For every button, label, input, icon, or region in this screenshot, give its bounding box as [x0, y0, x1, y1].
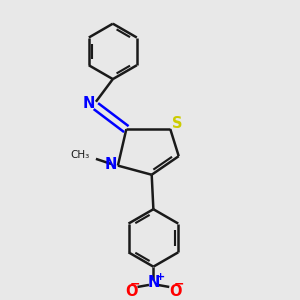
Text: O: O — [125, 284, 138, 298]
Text: O: O — [169, 284, 182, 298]
Text: −: − — [130, 278, 140, 291]
Text: S: S — [172, 116, 183, 130]
Text: N: N — [83, 96, 95, 111]
Text: CH₃: CH₃ — [70, 151, 90, 160]
Text: N: N — [104, 158, 117, 172]
Text: −: − — [173, 278, 184, 291]
Text: +: + — [155, 272, 165, 282]
Text: N: N — [147, 275, 160, 290]
